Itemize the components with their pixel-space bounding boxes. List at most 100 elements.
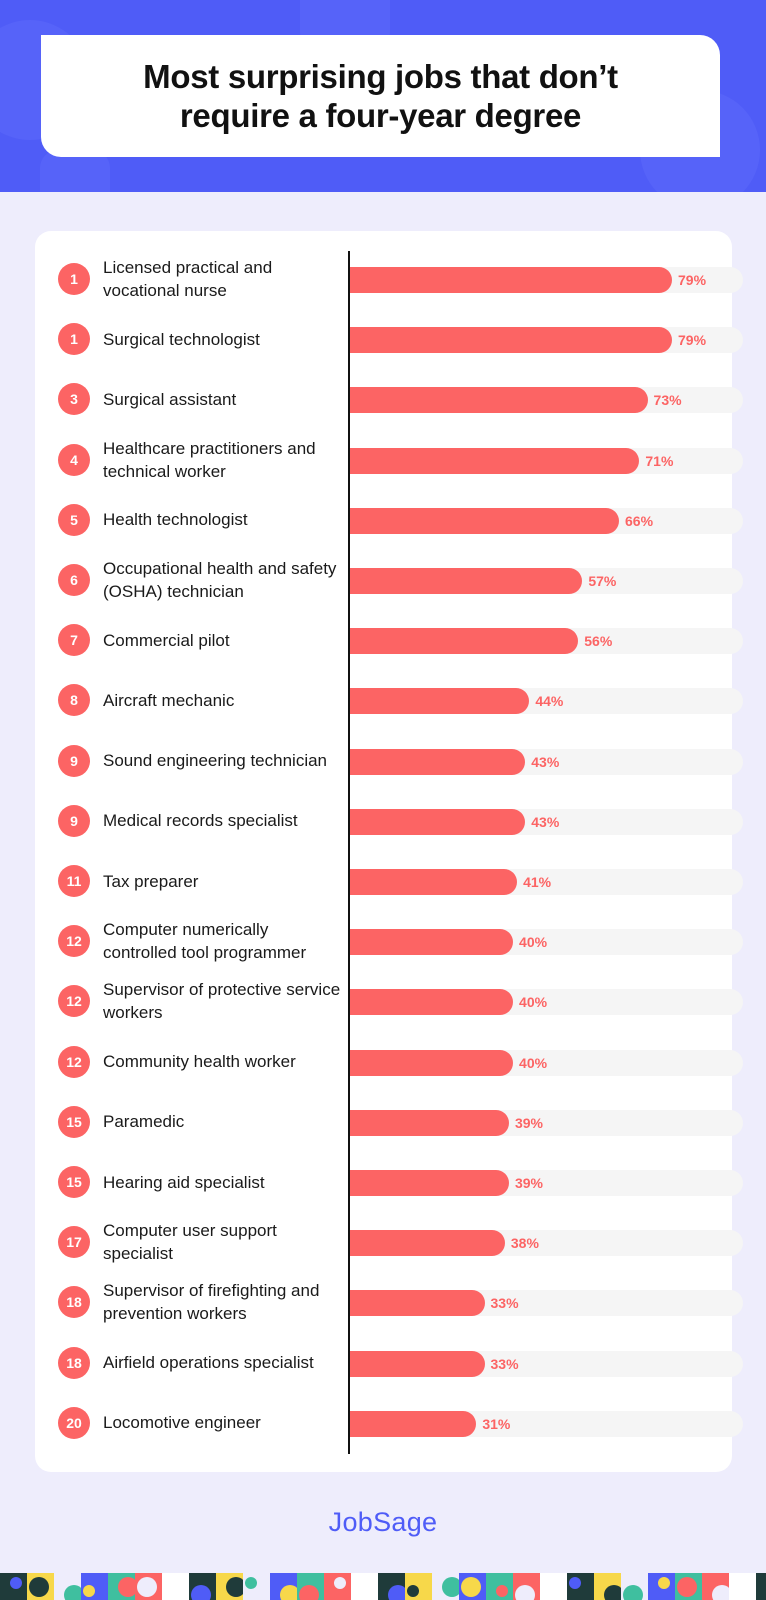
footer-pattern-dot [496,1585,508,1597]
rank-badge: 5 [58,503,90,536]
footer-pattern-dot [118,1577,135,1597]
value-label: 57% [588,573,617,589]
header-decoration [40,150,110,192]
rank-badge: 1 [58,263,90,295]
footer-pattern-dot [461,1577,481,1597]
page-title: Most surprising jobs that don’t require … [143,58,618,134]
footer-pattern-dot [191,1585,211,1600]
value-label: 39% [514,1114,543,1131]
bar [350,568,583,594]
chart-row: 8 Aircraft mechanic 44% [35,675,743,723]
footer-pattern-tile [216,1573,243,1600]
value-label: 33% [490,1355,519,1372]
job-label: Community health worker [103,1052,296,1072]
rank-badge: 15 [58,1166,90,1198]
chart-row: 9 Medical records specialist 43% [35,796,743,844]
footer-pattern-dot [245,1577,257,1589]
footer-pattern-tile [648,1573,675,1600]
value-label: 38% [510,1235,539,1252]
footer-pattern-tile [675,1573,702,1600]
rank-badge: 18 [58,1286,90,1319]
rank-badge: 15 [58,1105,90,1138]
rank-badge: 18 [58,1346,90,1379]
footer-pattern-tile [756,1573,766,1600]
bar-chart: 1 Licensed practical and vocational nurse… [35,231,743,1472]
footer-pattern-tile [729,1573,756,1600]
bar [350,387,648,414]
footer-pattern-dot [442,1577,459,1597]
bar [350,327,672,354]
footer-pattern-tile [27,1573,54,1600]
job-label: Hearing aid specialist [103,1172,265,1192]
job-label: Medical records specialist [103,811,298,831]
bar [350,1170,509,1196]
bar [350,628,579,655]
rank-badge: 17 [58,1226,90,1259]
chart-row: 3 Surgical assistant 73% [35,374,743,422]
rank-badge: 3 [58,383,90,416]
job-label: Health technologist [103,510,248,530]
footer-pattern-dot [299,1585,319,1600]
rank-badge: 9 [58,744,90,777]
footer-pattern-tile [243,1573,270,1600]
footer-pattern-tile [486,1573,513,1600]
bar [350,869,518,895]
footer-pattern-tile [297,1573,324,1600]
bar [350,1410,477,1437]
footer-pattern-strip [0,1573,766,1600]
chart-row: 4 Healthcare practitioners and technical … [35,435,743,483]
chart-axis-line [348,251,350,1454]
footer-pattern-tile [162,1573,189,1600]
bar [350,1049,514,1076]
job-label: Surgical assistant [103,389,237,409]
footer-pattern-dot [64,1585,81,1600]
job-label: Computer user support specialist [103,1221,277,1264]
chart-row: 11 Tax preparer 41% [35,856,743,904]
job-label: Supervisor of protective service workers [103,980,341,1023]
bar [350,1290,485,1317]
rank-badge: 20 [58,1406,90,1439]
footer-pattern-dot [407,1585,419,1597]
rank-badge: 4 [58,443,90,476]
job-label: Surgical technologist [103,329,260,349]
rank-badge: 1 [58,323,90,356]
bar [350,929,514,956]
rank-badge: 6 [58,564,90,596]
footer-pattern-dot [604,1585,621,1600]
header-band: Most surprising jobs that don’t require … [0,0,766,192]
bar [350,1350,485,1377]
footer-pattern-tile [324,1573,351,1600]
footer-pattern-dot [83,1585,95,1597]
chart-row: 15 Paramedic 39% [35,1097,743,1145]
value-label: 44% [535,693,564,710]
job-label: Occupational health and safety (OSHA) te… [103,559,337,601]
rank-badge: 11 [58,865,90,897]
bar [350,808,526,835]
value-label: 40% [519,994,548,1011]
footer-pattern-dot [515,1585,535,1600]
value-label: 31% [482,1415,511,1432]
chart-row: 7 Commercial pilot 56% [35,615,743,663]
rank-badge: 8 [58,684,90,717]
footer-pattern-tile [135,1573,162,1600]
footer-pattern-dot [29,1577,49,1597]
job-label: Healthcare practitioners and technical w… [103,438,316,481]
bar [350,748,526,775]
rank-badge: 7 [58,624,90,657]
bar [350,507,619,534]
value-label: 40% [519,934,548,951]
footer-pattern-dot [677,1577,697,1597]
footer-pattern-dot [550,1577,567,1597]
footer-pattern-tile [432,1573,459,1600]
footer-pattern-tile [189,1573,216,1600]
bar [350,1230,505,1257]
footer-pattern-tile [594,1573,621,1600]
job-label: Paramedic [103,1112,185,1132]
value-label: 43% [531,813,560,830]
value-label: 73% [653,392,682,409]
value-label: 66% [625,512,654,529]
rank-badge: 12 [58,985,90,1018]
footer-pattern-tile [621,1573,648,1600]
footer-pattern-tile [54,1573,81,1600]
rank-badge: 9 [58,804,90,837]
